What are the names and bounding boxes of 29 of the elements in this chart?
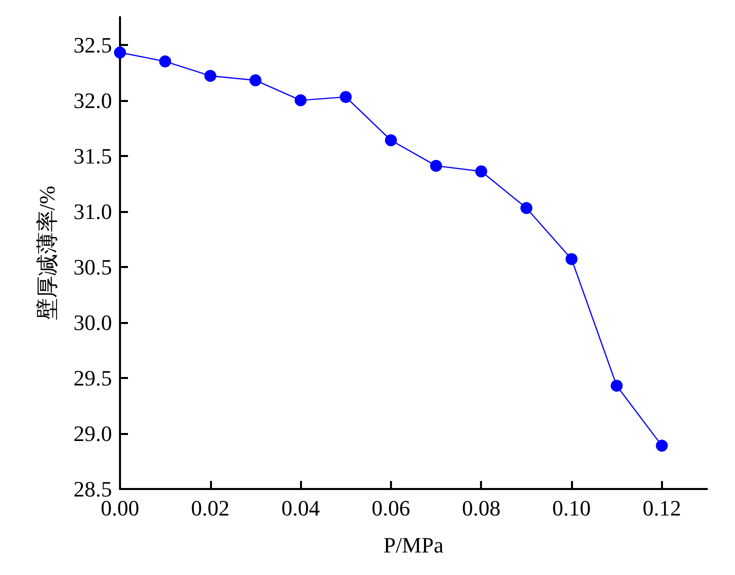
- point: [520, 202, 532, 214]
- point: [294, 94, 307, 106]
- y-axis-title: 壁厚减薄率/%: [34, 186, 60, 320]
- point: [656, 440, 668, 452]
- point: [475, 165, 488, 178]
- x-tick-label: 0.02: [191, 496, 230, 520]
- x-tick-label: 0.04: [281, 496, 320, 520]
- x-axis-title: P/MPa: [384, 532, 444, 558]
- point: [114, 46, 126, 59]
- point: [430, 160, 442, 172]
- point: [340, 90, 352, 103]
- point: [159, 55, 172, 68]
- x-tick-label: 0.10: [552, 496, 591, 520]
- point: [610, 380, 623, 392]
- x-tick-label: 0.08: [462, 496, 500, 520]
- point: [566, 253, 578, 266]
- point: [384, 134, 397, 146]
- y-tick-label: 29.5: [74, 365, 112, 390]
- y-tick-label: 29.0: [74, 420, 112, 446]
- y-tick-label: 31.0: [74, 198, 112, 224]
- y-tick-label: 32.0: [74, 88, 112, 113]
- x-tick-label: 0.06: [372, 496, 410, 520]
- x-tick-label: 0.12: [642, 496, 682, 520]
- y-tick-label: 30.5: [74, 254, 112, 280]
- y-tick-label: 32.5: [74, 32, 112, 58]
- point: [204, 70, 216, 82]
- y-tick-label: 30.0: [74, 310, 112, 335]
- point: [249, 74, 262, 86]
- y-tick-label: 31.5: [74, 143, 112, 168]
